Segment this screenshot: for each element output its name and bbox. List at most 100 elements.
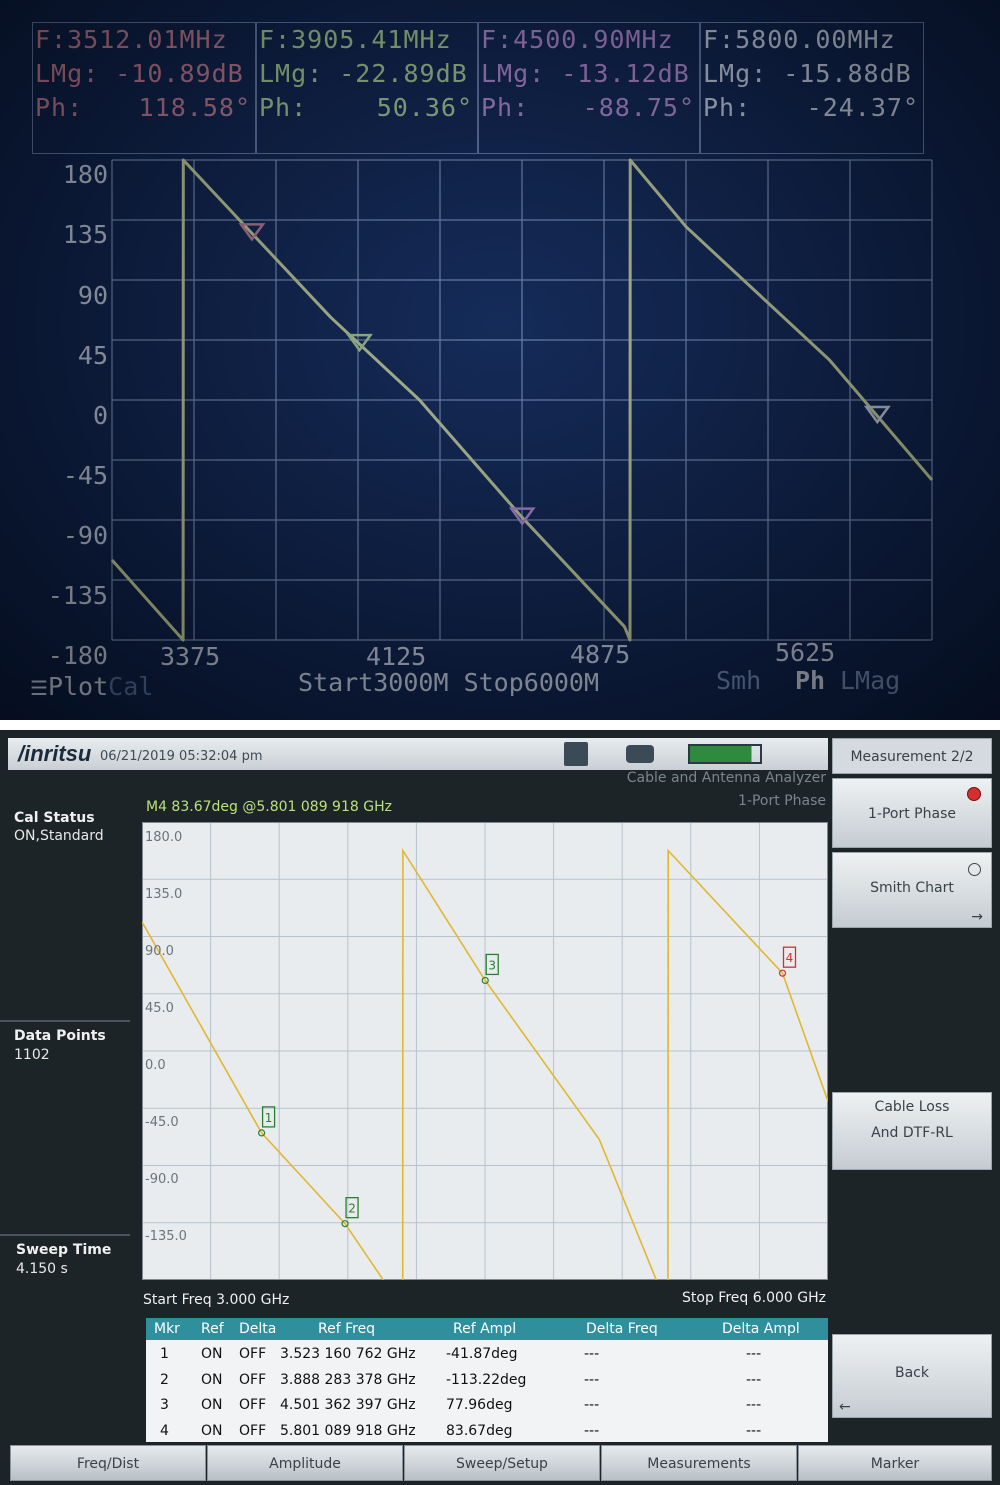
marker-flag [782, 946, 797, 968]
y-tick-label: -135.0 [145, 1229, 187, 1244]
measurements-button[interactable]: Measurements [601, 1445, 797, 1481]
marker-table-row[interactable]: 4 ON OFF 5.801 089 918 GHz 83.67deg --- --- [146, 1421, 828, 1446]
arrow-left-icon: ← [839, 1399, 851, 1415]
cal-status-panel: Cal Status ON,Standard [0, 798, 130, 1018]
col-ref: Ref [201, 1321, 224, 1337]
marker-table-cell: -113.22deg [446, 1371, 527, 1388]
menu-title: Measurement 2/2 [832, 738, 992, 774]
marker-table: Mkr Ref Delta Ref Freq Ref Ampl Delta Fr… [146, 1318, 828, 1442]
app-name: Cable and Antenna Analyzer [626, 770, 826, 786]
camera-icon[interactable] [626, 745, 654, 763]
sweep-time-value: 4.150 s [16, 1261, 68, 1277]
marker-1-phase-label: Ph: [35, 93, 84, 122]
marker-table-row[interactable]: 2 ON OFF 3.888 283 378 GHz -113.22deg --- --- [146, 1370, 828, 1395]
cal-status-value: ON,Standard [14, 828, 104, 844]
data-points-panel: Data Points 1102 [0, 1020, 130, 1222]
marker-label: 3 [488, 958, 496, 972]
start-freq[interactable]: Start Freq 3.000 GHz [143, 1292, 290, 1308]
marker-table-cell: 4.501 362 397 GHz [280, 1397, 416, 1413]
marker-button[interactable]: Marker [798, 1445, 992, 1481]
marker-table-row[interactable]: 1 ON OFF 3.523 160 762 GHz -41.87deg --- --- [146, 1344, 828, 1369]
phase-plot-area[interactable]: 1 2 3 4 180.0 135.0 90.0 45.0 0.0 -45.0 -90… [141, 821, 829, 1312]
lmag-format-button[interactable]: LMag [840, 666, 901, 695]
x-tick-label: 3375 [160, 642, 221, 671]
marker-label: 2 [348, 1202, 356, 1216]
marker-table-cell: OFF [239, 1397, 267, 1413]
y-tick-label: -90 [62, 521, 108, 550]
marker-4-freq: F:5800.00MHz [703, 25, 896, 54]
marker-table-cell: 1 [160, 1346, 169, 1362]
marker-2-lmag: LMg: -22.89dB [259, 59, 468, 88]
marker-2-readout: F:3905.41MHz LMg: -22.89dB Ph: 50.36° [256, 22, 478, 154]
marker-3-phase-label: Ph: [481, 93, 530, 122]
back-button[interactable]: Back ← [832, 1334, 992, 1418]
marker-table-cell: --- [584, 1371, 600, 1388]
stop-freq[interactable]: Stop Freq 6.000 GHz [682, 1290, 826, 1306]
x-tick-label: 4125 [366, 642, 427, 671]
marker-table-cell: OFF [239, 1422, 267, 1439]
phase-format-button[interactable]: Ph [795, 666, 826, 695]
marker-flag [261, 1106, 276, 1128]
marker-table-cell: 3.888 283 378 GHz [280, 1371, 416, 1388]
plot-menu[interactable]: ☰PlotCal [30, 672, 153, 701]
sweep-time-panel: Sweep Time 4.150 s [0, 1234, 130, 1326]
col-ref-ampl: Ref Ampl [453, 1321, 517, 1337]
marker-2-phase-label: Ph: [259, 93, 308, 122]
sweep-setup-button[interactable]: Sweep/Setup [404, 1445, 600, 1481]
one-port-phase-label: 1-Port Phase [868, 806, 956, 822]
brand-logo: /inritsu [18, 741, 92, 766]
marker-4-phase-value: -24.37° [806, 93, 919, 122]
marker-3-freq: F:4500.90MHz [481, 25, 674, 54]
y-tick-label: 45 [77, 341, 108, 370]
arrow-right-icon: → [971, 909, 983, 925]
marker-table-cell: ON [201, 1371, 223, 1388]
start-stop-label[interactable]: Start3000M Stop6000M [298, 668, 600, 697]
radio-selected-icon [967, 787, 981, 801]
cal-label: Cal [108, 672, 154, 701]
marker-table-cell: --- [746, 1346, 762, 1362]
cable-loss-dtf-label: Cable Loss And DTF-RL [871, 1099, 953, 1141]
marker-3-readout: F:4500.90MHz LMg: -13.12dB Ph: -88.75° [478, 22, 700, 154]
cable-loss-dtf-button[interactable]: Cable Loss And DTF-RL [832, 1092, 992, 1170]
marker-point [778, 969, 787, 977]
marker-table-cell: 4 [160, 1422, 169, 1439]
marker-table-cell: 83.67deg [446, 1422, 513, 1439]
marker-4-phase-label: Ph: [703, 93, 752, 122]
marker-table-row[interactable]: 3 ON OFF 4.501 362 397 GHz 77.96deg --- --- [146, 1395, 828, 1420]
marker-table-cell: --- [584, 1422, 600, 1439]
marker-table-cell: --- [584, 1346, 600, 1362]
col-mkr: Mkr [154, 1321, 180, 1337]
one-port-phase-button[interactable]: 1-Port Phase [832, 778, 992, 848]
amplitude-button[interactable]: Amplitude [207, 1445, 403, 1481]
smith-chart-button[interactable]: Smith Chart → [832, 852, 992, 928]
y-tick-label: 45.0 [145, 1001, 174, 1016]
marker-label: 1 [265, 1111, 273, 1125]
marker-3-phase-value: -88.75° [582, 93, 695, 122]
y-tick-label: -45.0 [145, 1115, 179, 1130]
menu-icon: ☰ [30, 676, 48, 700]
marker-label: 4 [786, 951, 794, 965]
vna-screen: F:3512.01MHz LMg: -10.89dB Ph: 118.58° F… [0, 0, 1000, 720]
marker-table-cell: --- [584, 1397, 600, 1413]
mode-label: 1-Port Phase [738, 793, 826, 809]
y-tick-label: 90.0 [145, 944, 174, 959]
marker-table-cell: ON [201, 1422, 223, 1439]
freq-dist-button[interactable]: Freq/Dist [10, 1445, 206, 1481]
marker-4-readout: F:5800.00MHz LMg: -15.88dB Ph: -24.37° [700, 22, 924, 154]
marker-table-cell: 3 [160, 1397, 169, 1413]
marker-table-cell: OFF [239, 1346, 267, 1362]
marker-table-cell: -41.87deg [446, 1346, 518, 1362]
data-points-title: Data Points [14, 1028, 106, 1044]
smith-format-button[interactable]: Smh [716, 666, 762, 695]
x-tick-label: 4875 [570, 640, 631, 669]
save-icon[interactable] [564, 742, 588, 766]
radio-unselected-icon [968, 863, 981, 876]
battery-icon [688, 744, 762, 764]
anritsu-phase-chart: 1 2 3 4 [141, 821, 829, 1312]
marker-table-cell: 2 [160, 1371, 169, 1388]
marker-point [341, 1220, 349, 1228]
smith-chart-label: Smith Chart [870, 880, 954, 896]
cal-status-title: Cal Status [14, 810, 95, 826]
x-tick-label: 5625 [775, 638, 836, 667]
y-tick-label: -45 [62, 461, 108, 490]
